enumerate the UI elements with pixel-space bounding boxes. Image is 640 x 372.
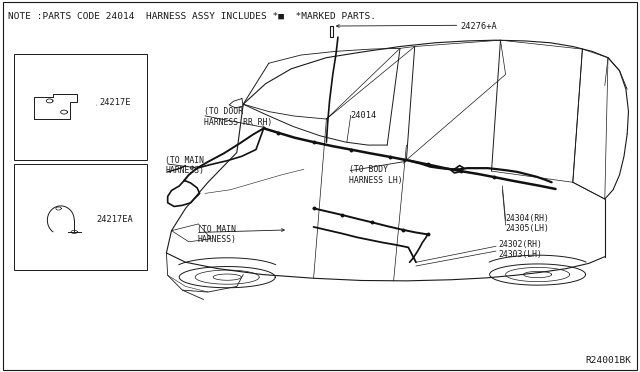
Text: (TO MAIN
HARNESS): (TO MAIN HARNESS)	[197, 225, 236, 244]
Bar	[14, 54, 147, 160]
Text: NOTE :PARTS CODE 24014  HARNESS ASSY INCLUDES *■  *MARKED PARTS.: NOTE :PARTS CODE 24014 HARNESS ASSY INCL…	[8, 12, 376, 21]
Text: R24001BK: R24001BK	[586, 356, 632, 365]
Text: 24276+A: 24276+A	[461, 22, 497, 31]
Bar	[14, 164, 147, 270]
Text: 24302(RH)
24303(LH): 24302(RH) 24303(LH)	[498, 240, 542, 259]
Text: (TO DOOR
HARNESS RR RH): (TO DOOR HARNESS RR RH)	[204, 108, 272, 127]
Text: 24014: 24014	[351, 111, 377, 120]
Text: 24304(RH)
24305(LH): 24304(RH) 24305(LH)	[506, 214, 550, 233]
Text: 24217E: 24217E	[99, 98, 131, 107]
Text: (TO MAIN
HARNESS): (TO MAIN HARNESS)	[165, 156, 204, 175]
Text: (TO BODY
HARNESS LH): (TO BODY HARNESS LH)	[349, 165, 403, 185]
Text: 24217EA: 24217EA	[96, 215, 132, 224]
